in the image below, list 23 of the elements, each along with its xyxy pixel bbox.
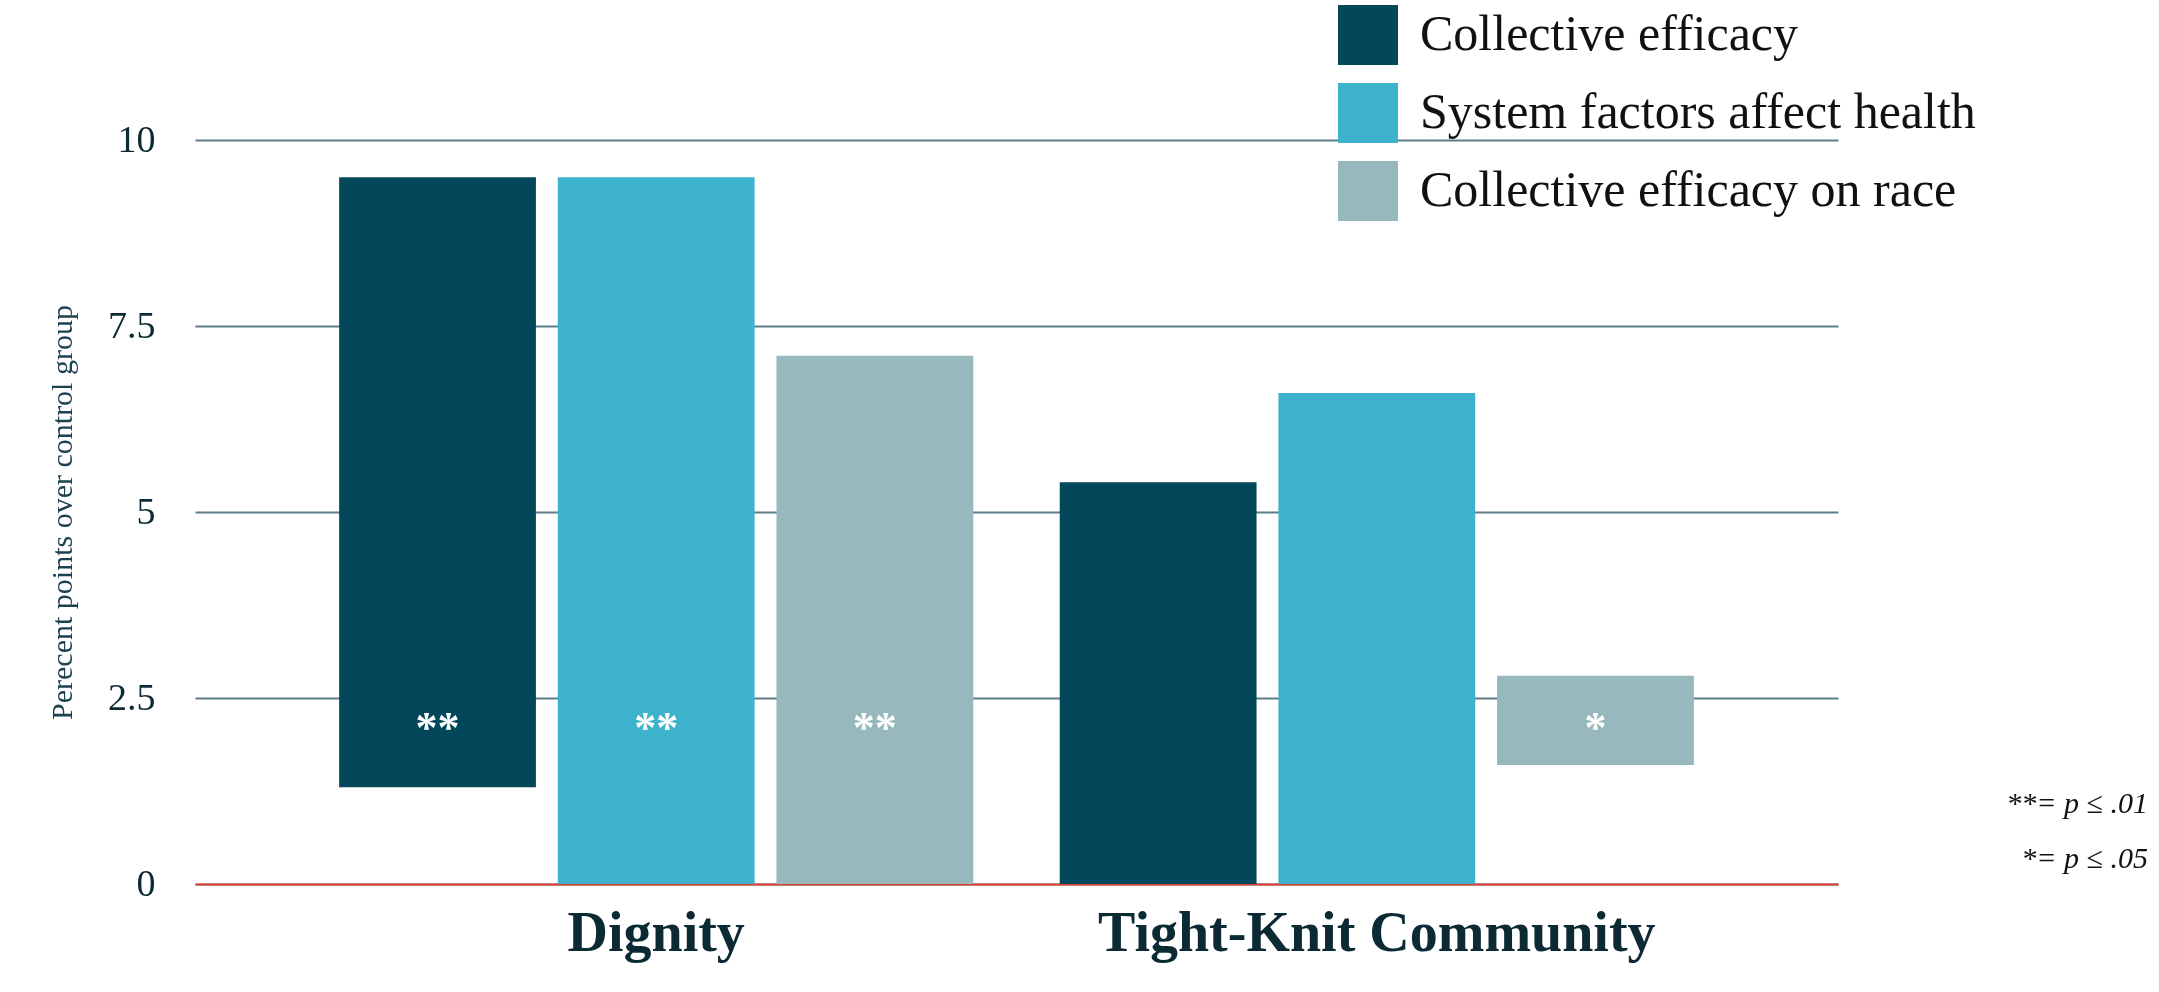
- bar: [776, 355, 974, 884]
- data-label: **: [852, 703, 897, 752]
- legend-label: Collective efficacy: [1420, 5, 1799, 61]
- y-tick-label: 0: [136, 861, 156, 904]
- y-tick-label: 7.5: [108, 303, 156, 346]
- legend-label: System factors affect health: [1420, 83, 1976, 139]
- bar: [339, 177, 536, 788]
- y-tick-label: 5: [136, 489, 156, 532]
- legend-label: Collective efficacy on race: [1420, 161, 1957, 217]
- x-tick-label: Dignity: [567, 900, 745, 963]
- bar: [1497, 675, 1694, 765]
- x-tick-label: Tight-Knit Community: [1098, 900, 1656, 963]
- y-tick-label: 2.5: [108, 675, 156, 718]
- text: *= p ≤ .05: [2021, 841, 2148, 874]
- bar: [557, 177, 755, 884]
- bar: [1059, 482, 1257, 884]
- bar: [1278, 392, 1476, 884]
- y-axis-title: Perecent points over control group: [45, 305, 78, 720]
- text: **= p ≤ .01: [2006, 786, 2148, 819]
- data-label: **: [415, 703, 460, 752]
- y-tick-label: 10: [117, 117, 156, 160]
- data-label: *: [1584, 703, 1607, 752]
- data-label: **: [634, 703, 679, 752]
